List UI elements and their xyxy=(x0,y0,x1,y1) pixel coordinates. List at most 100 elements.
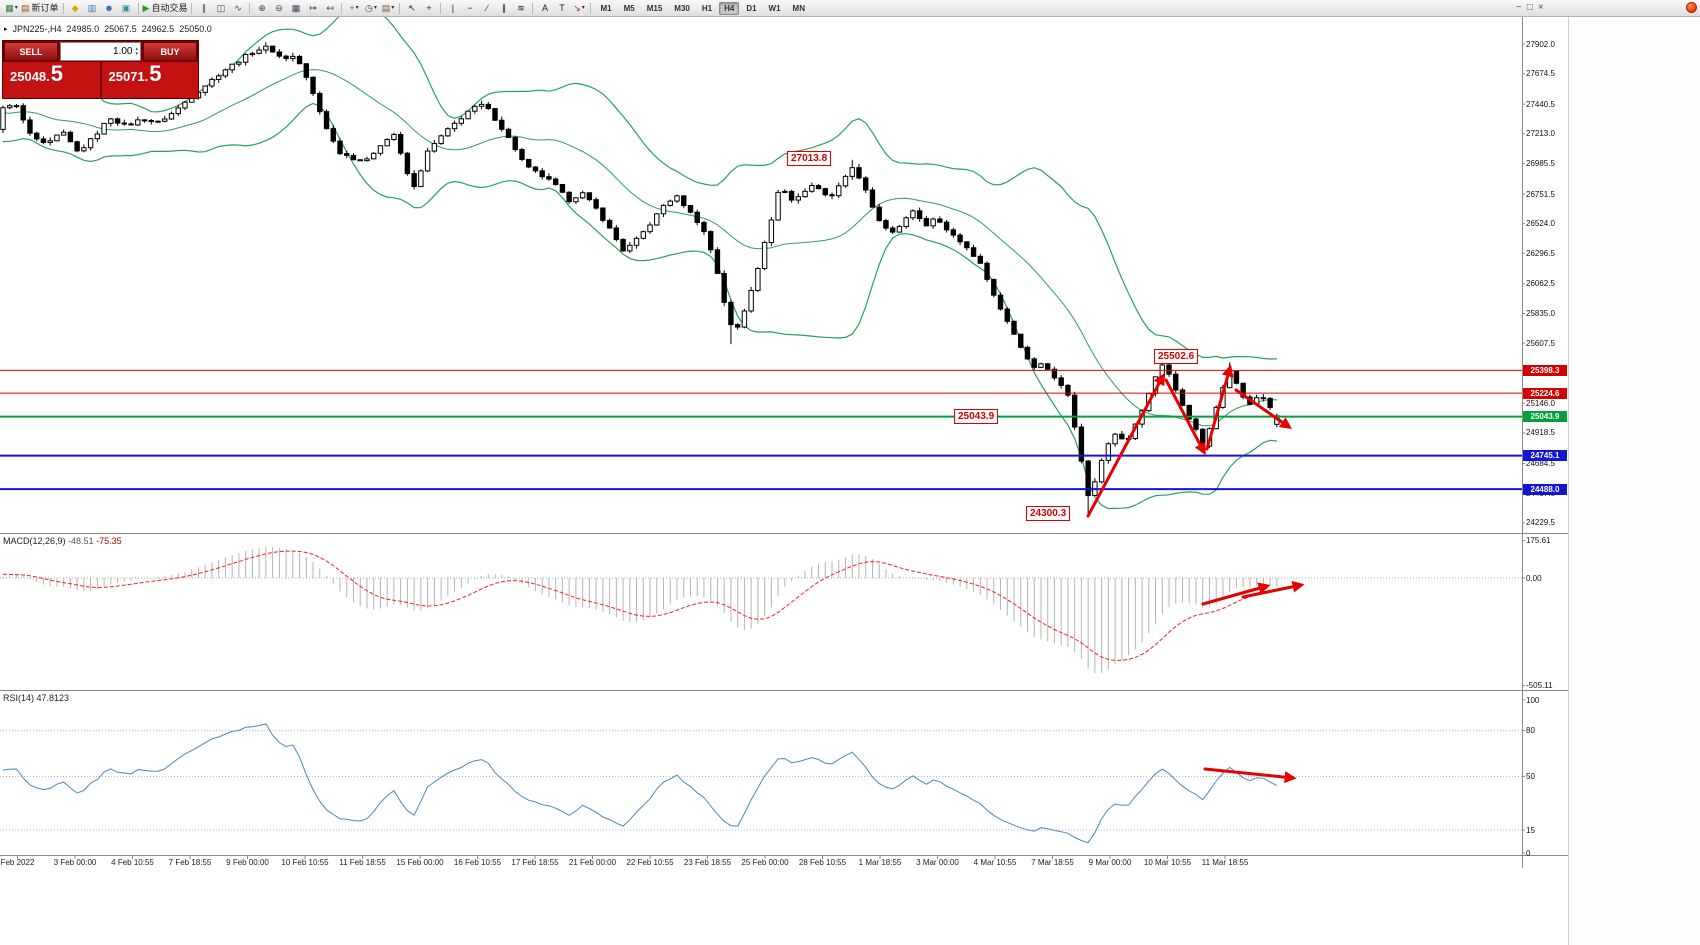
new-order-button[interactable]: ▤ 新订单 xyxy=(21,1,59,15)
price-annotation[interactable]: 27013.8 xyxy=(787,151,832,166)
line-chart-icon[interactable]: ∿ xyxy=(230,1,245,15)
chevron-down-icon[interactable]: ▾ xyxy=(581,5,585,11)
price-tag-25398.3: 25398.3 xyxy=(1523,364,1567,376)
price-tick-label: 26985.5 xyxy=(1526,158,1555,168)
ask-price: 25071. 5 xyxy=(99,61,198,98)
price-annotation[interactable]: 25043.9 xyxy=(954,409,999,424)
time-axis-label: 7 Feb 18:55 xyxy=(168,858,212,867)
volume-up-icon[interactable]: ▴ xyxy=(135,45,138,52)
time-axis-label: 15 Feb 00:00 xyxy=(396,858,444,867)
new-order-button-label: 新订单 xyxy=(31,2,59,13)
horizontal-line-icon[interactable]: − xyxy=(462,1,477,15)
tile-windows-icon[interactable]: ▦ xyxy=(288,1,303,15)
periods-icon[interactable]: ◷ ▾ xyxy=(363,1,378,15)
timeframe-d1-button[interactable]: D1 xyxy=(746,3,757,13)
time-axis-label: 23 Feb 18:55 xyxy=(683,858,732,867)
bid-big-digit: 5 xyxy=(50,61,64,86)
timeframe-m1-button[interactable]: M1 xyxy=(600,3,612,13)
chevron-down-icon[interactable]: ▾ xyxy=(355,5,359,11)
zoom-in-icon[interactable]: ⊕ xyxy=(254,1,269,15)
price-tick-label: 27902.0 xyxy=(1526,39,1555,49)
price-annotation[interactable]: 24300.3 xyxy=(1026,506,1071,521)
crosshair-icon[interactable]: + xyxy=(421,1,436,15)
timeframe-mn-button[interactable]: MN xyxy=(792,3,805,13)
indicators-icon[interactable]: + ▾ xyxy=(346,1,361,15)
tile-windows-icon: ▦ xyxy=(291,2,301,13)
zoom-out-icon[interactable]: ⊖ xyxy=(271,1,286,15)
time-axis-label: 25 Feb 00:00 xyxy=(741,858,789,867)
templates-icon[interactable]: ▤ ▾ xyxy=(380,1,395,15)
horizontal-level-lines[interactable] xyxy=(0,369,1522,491)
new-chart-icon: ▦ xyxy=(5,2,14,13)
timeframe-h1-button[interactable]: H1 xyxy=(701,3,713,13)
rsi-line xyxy=(2,723,1278,844)
macd-histogram xyxy=(2,546,1278,674)
price-tag-24745.1: 24745.1 xyxy=(1523,450,1567,462)
timeframe-m15-button[interactable]: M15 xyxy=(646,3,663,13)
chart-shift-icon[interactable]: ↤ xyxy=(322,1,337,15)
close-value: 25050.0 xyxy=(179,24,212,34)
candlestick-icon[interactable]: ◫ xyxy=(213,1,228,15)
bid-price: 25048. 5 xyxy=(3,62,100,98)
time-axis-label: 22 Feb 10:55 xyxy=(626,858,674,867)
price-trend-arrows[interactable] xyxy=(1086,364,1292,518)
chevron-down-icon[interactable]: ▾ xyxy=(373,5,377,11)
timeframe-h4-button[interactable]: H4 xyxy=(719,1,740,15)
indicators-icon: + xyxy=(349,2,355,13)
bid-main: 25048. xyxy=(10,69,50,84)
toolbar-separator xyxy=(341,2,343,14)
price-annotation[interactable]: 25502.6 xyxy=(1154,349,1199,364)
vertical-line-icon[interactable]: | xyxy=(445,1,460,15)
timeframe-w1-button[interactable]: W1 xyxy=(768,3,781,13)
auto-scroll-icon: ↦ xyxy=(309,2,317,13)
time-axis-label: Feb 2022 xyxy=(0,858,35,867)
autotrading-button: ▶ xyxy=(142,2,150,13)
autotrading-button-label: 自动交易 xyxy=(151,2,188,13)
one-click-collapse-icon[interactable]: ▸ xyxy=(4,26,8,33)
rsi-axis-label: 15 xyxy=(1526,825,1535,835)
timeframe-m5-button[interactable]: M5 xyxy=(623,3,635,13)
toolbar-separator xyxy=(137,2,139,14)
autotrading-button[interactable]: ▶ 自动交易 xyxy=(143,1,188,15)
bar-chart-icon: ∥ xyxy=(201,2,207,13)
trendline-icon[interactable]: ∕ xyxy=(479,1,494,15)
volume-down-icon[interactable]: ▾ xyxy=(135,50,138,57)
buy-button[interactable]: BUY xyxy=(143,42,197,61)
one-click-trading-panel: SELL 1.00 ▴ ▾ BUY 25048. 5 25071. 5 xyxy=(2,40,199,99)
time-axis-label: 17 Feb 18:55 xyxy=(511,858,559,867)
navigator-icon[interactable]: ☻ xyxy=(102,1,117,15)
restore-button[interactable]: □ xyxy=(1526,2,1533,13)
chevron-down-icon[interactable]: ▾ xyxy=(14,5,18,11)
sell-button[interactable]: SELL xyxy=(4,42,58,61)
label-icon[interactable]: T xyxy=(554,1,569,15)
chevron-down-icon[interactable]: ▾ xyxy=(391,5,395,11)
macd-arrows[interactable] xyxy=(1201,580,1305,606)
toolbar-separator xyxy=(590,2,592,14)
rsi-arrows[interactable] xyxy=(1203,767,1297,784)
ask-big-digit: 5 xyxy=(149,61,162,86)
low-value: 24962.5 xyxy=(141,24,175,34)
close-button[interactable]: × xyxy=(1537,2,1544,13)
volume-field[interactable]: 1.00 ▴ ▾ xyxy=(60,42,141,61)
fibonacci-icon: ≋ xyxy=(517,2,525,13)
market-watch-icon: ◆ xyxy=(71,2,79,13)
time-axis-label: 21 Feb 00:00 xyxy=(568,858,617,867)
channel-icon: ∥ xyxy=(501,2,507,13)
auto-scroll-icon[interactable]: ↦ xyxy=(305,1,320,15)
minimize-button[interactable]: − xyxy=(1516,2,1522,13)
timeframe-m30-button[interactable]: M30 xyxy=(674,3,690,13)
terminal-icon[interactable]: ▣ xyxy=(119,1,134,15)
cursor-icon[interactable]: ↖ xyxy=(404,1,419,15)
text-icon[interactable]: A xyxy=(537,1,552,15)
channel-icon[interactable]: ∥ xyxy=(496,1,511,15)
bar-chart-icon[interactable]: ∥ xyxy=(196,1,211,15)
arrows-icon[interactable]: ↘ ▾ xyxy=(571,1,586,15)
market-watch-icon[interactable]: ◆ xyxy=(68,1,83,15)
volume-value: 1.00 xyxy=(113,46,133,57)
fibonacci-icon[interactable]: ≋ xyxy=(513,1,528,15)
new-chart-icon[interactable]: ▦ ▾ xyxy=(4,1,19,15)
data-window-icon[interactable]: ▥ xyxy=(85,1,100,15)
horizontal-line-icon: − xyxy=(467,2,473,13)
symbol-period-label: JPN225-,H4 xyxy=(12,24,62,34)
